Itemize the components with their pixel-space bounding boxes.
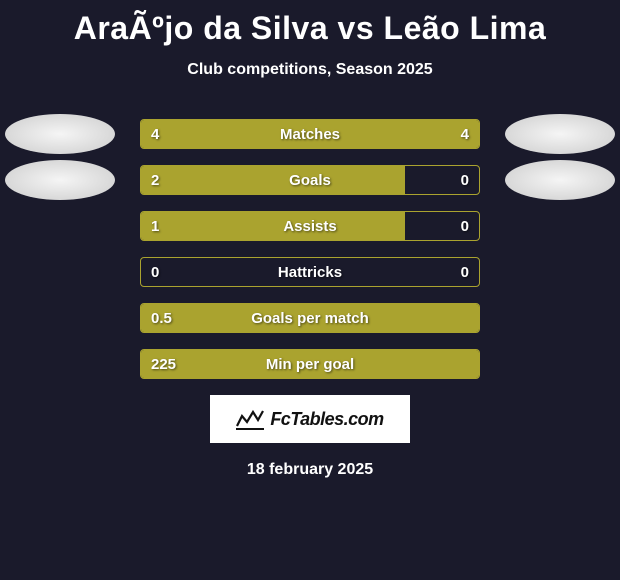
bar-left-fill <box>141 350 479 378</box>
bar-left-fill <box>141 304 479 332</box>
metric-row: 225Min per goal <box>0 349 620 379</box>
bar-right-value: 0 <box>461 166 469 194</box>
player-left-avatar <box>5 114 115 154</box>
fctables-logo-icon <box>236 408 264 430</box>
bar-left-fill <box>141 212 405 240</box>
logo-box[interactable]: FcTables.com <box>210 395 410 443</box>
metric-row: 20Goals <box>0 165 620 195</box>
page-subtitle: Club competitions, Season 2025 <box>0 61 620 79</box>
player-left-avatar <box>5 160 115 200</box>
logo-text: FcTables.com <box>270 409 383 430</box>
comparison-chart: 44Matches20Goals10Assists00Hattricks0.5G… <box>0 119 620 379</box>
metric-row: 0 0Hattricks <box>0 257 620 287</box>
metric-row: 0.5Goals per match <box>0 303 620 333</box>
page-title: AraÃºjo da Silva vs Leão Lima <box>0 0 620 47</box>
metric-row: 10Assists <box>0 211 620 241</box>
bar-left-fill <box>141 166 405 194</box>
metric-row: 44Matches <box>0 119 620 149</box>
bar-right-fill <box>310 120 479 148</box>
footer-date: 18 february 2025 <box>0 461 620 479</box>
player-right-avatar <box>505 114 615 154</box>
bar-right-value: 0 <box>461 212 469 240</box>
bar-track: 44Matches <box>140 119 480 149</box>
bar-label: Hattricks <box>141 258 479 286</box>
bar-left-value: 0 <box>151 258 159 286</box>
bar-track: 225Min per goal <box>140 349 480 379</box>
player-right-avatar <box>505 160 615 200</box>
bar-track: 0 0Hattricks <box>140 257 480 287</box>
bar-track: 10Assists <box>140 211 480 241</box>
bar-track: 0.5Goals per match <box>140 303 480 333</box>
bar-left-fill <box>141 120 310 148</box>
bar-right-value: 0 <box>461 258 469 286</box>
bar-track: 20Goals <box>140 165 480 195</box>
